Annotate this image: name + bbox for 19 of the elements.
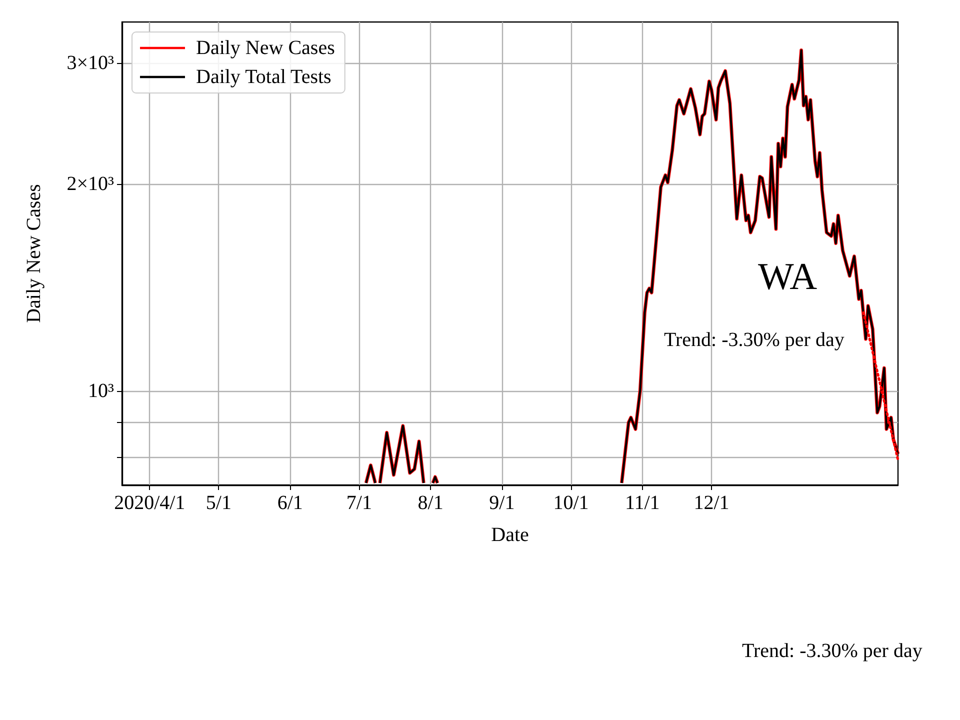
annotation: WA <box>758 256 818 298</box>
x-tick-label: 10/1 <box>553 492 589 514</box>
text: Trend: -3.30% per day <box>742 640 922 662</box>
x-tick-label: 9/1 <box>489 492 515 514</box>
x-tick-label: 5/1 <box>206 492 232 514</box>
x-tick-label: 11/1 <box>624 492 660 514</box>
x-tick-label: 12/1 <box>694 492 730 514</box>
x-axis-title: Date <box>491 524 529 546</box>
x-tick-label: 7/1 <box>346 492 372 514</box>
y-tick-label: 10³ <box>88 380 114 402</box>
annotation: Trend: -3.30% per day <box>664 329 844 351</box>
legend-label: Daily Total Tests <box>196 66 332 88</box>
y-axis-title: Daily New Cases <box>23 184 45 323</box>
legend-label: Daily New Cases <box>196 37 336 59</box>
y-tick-label: 2×10³ <box>66 172 114 195</box>
x-tick-label: 6/1 <box>277 492 303 514</box>
x-tick-label: 8/1 <box>418 492 444 514</box>
y-tick-label: 3×10³ <box>66 52 114 74</box>
x-tick-label: 2020/4/1 <box>114 492 186 514</box>
